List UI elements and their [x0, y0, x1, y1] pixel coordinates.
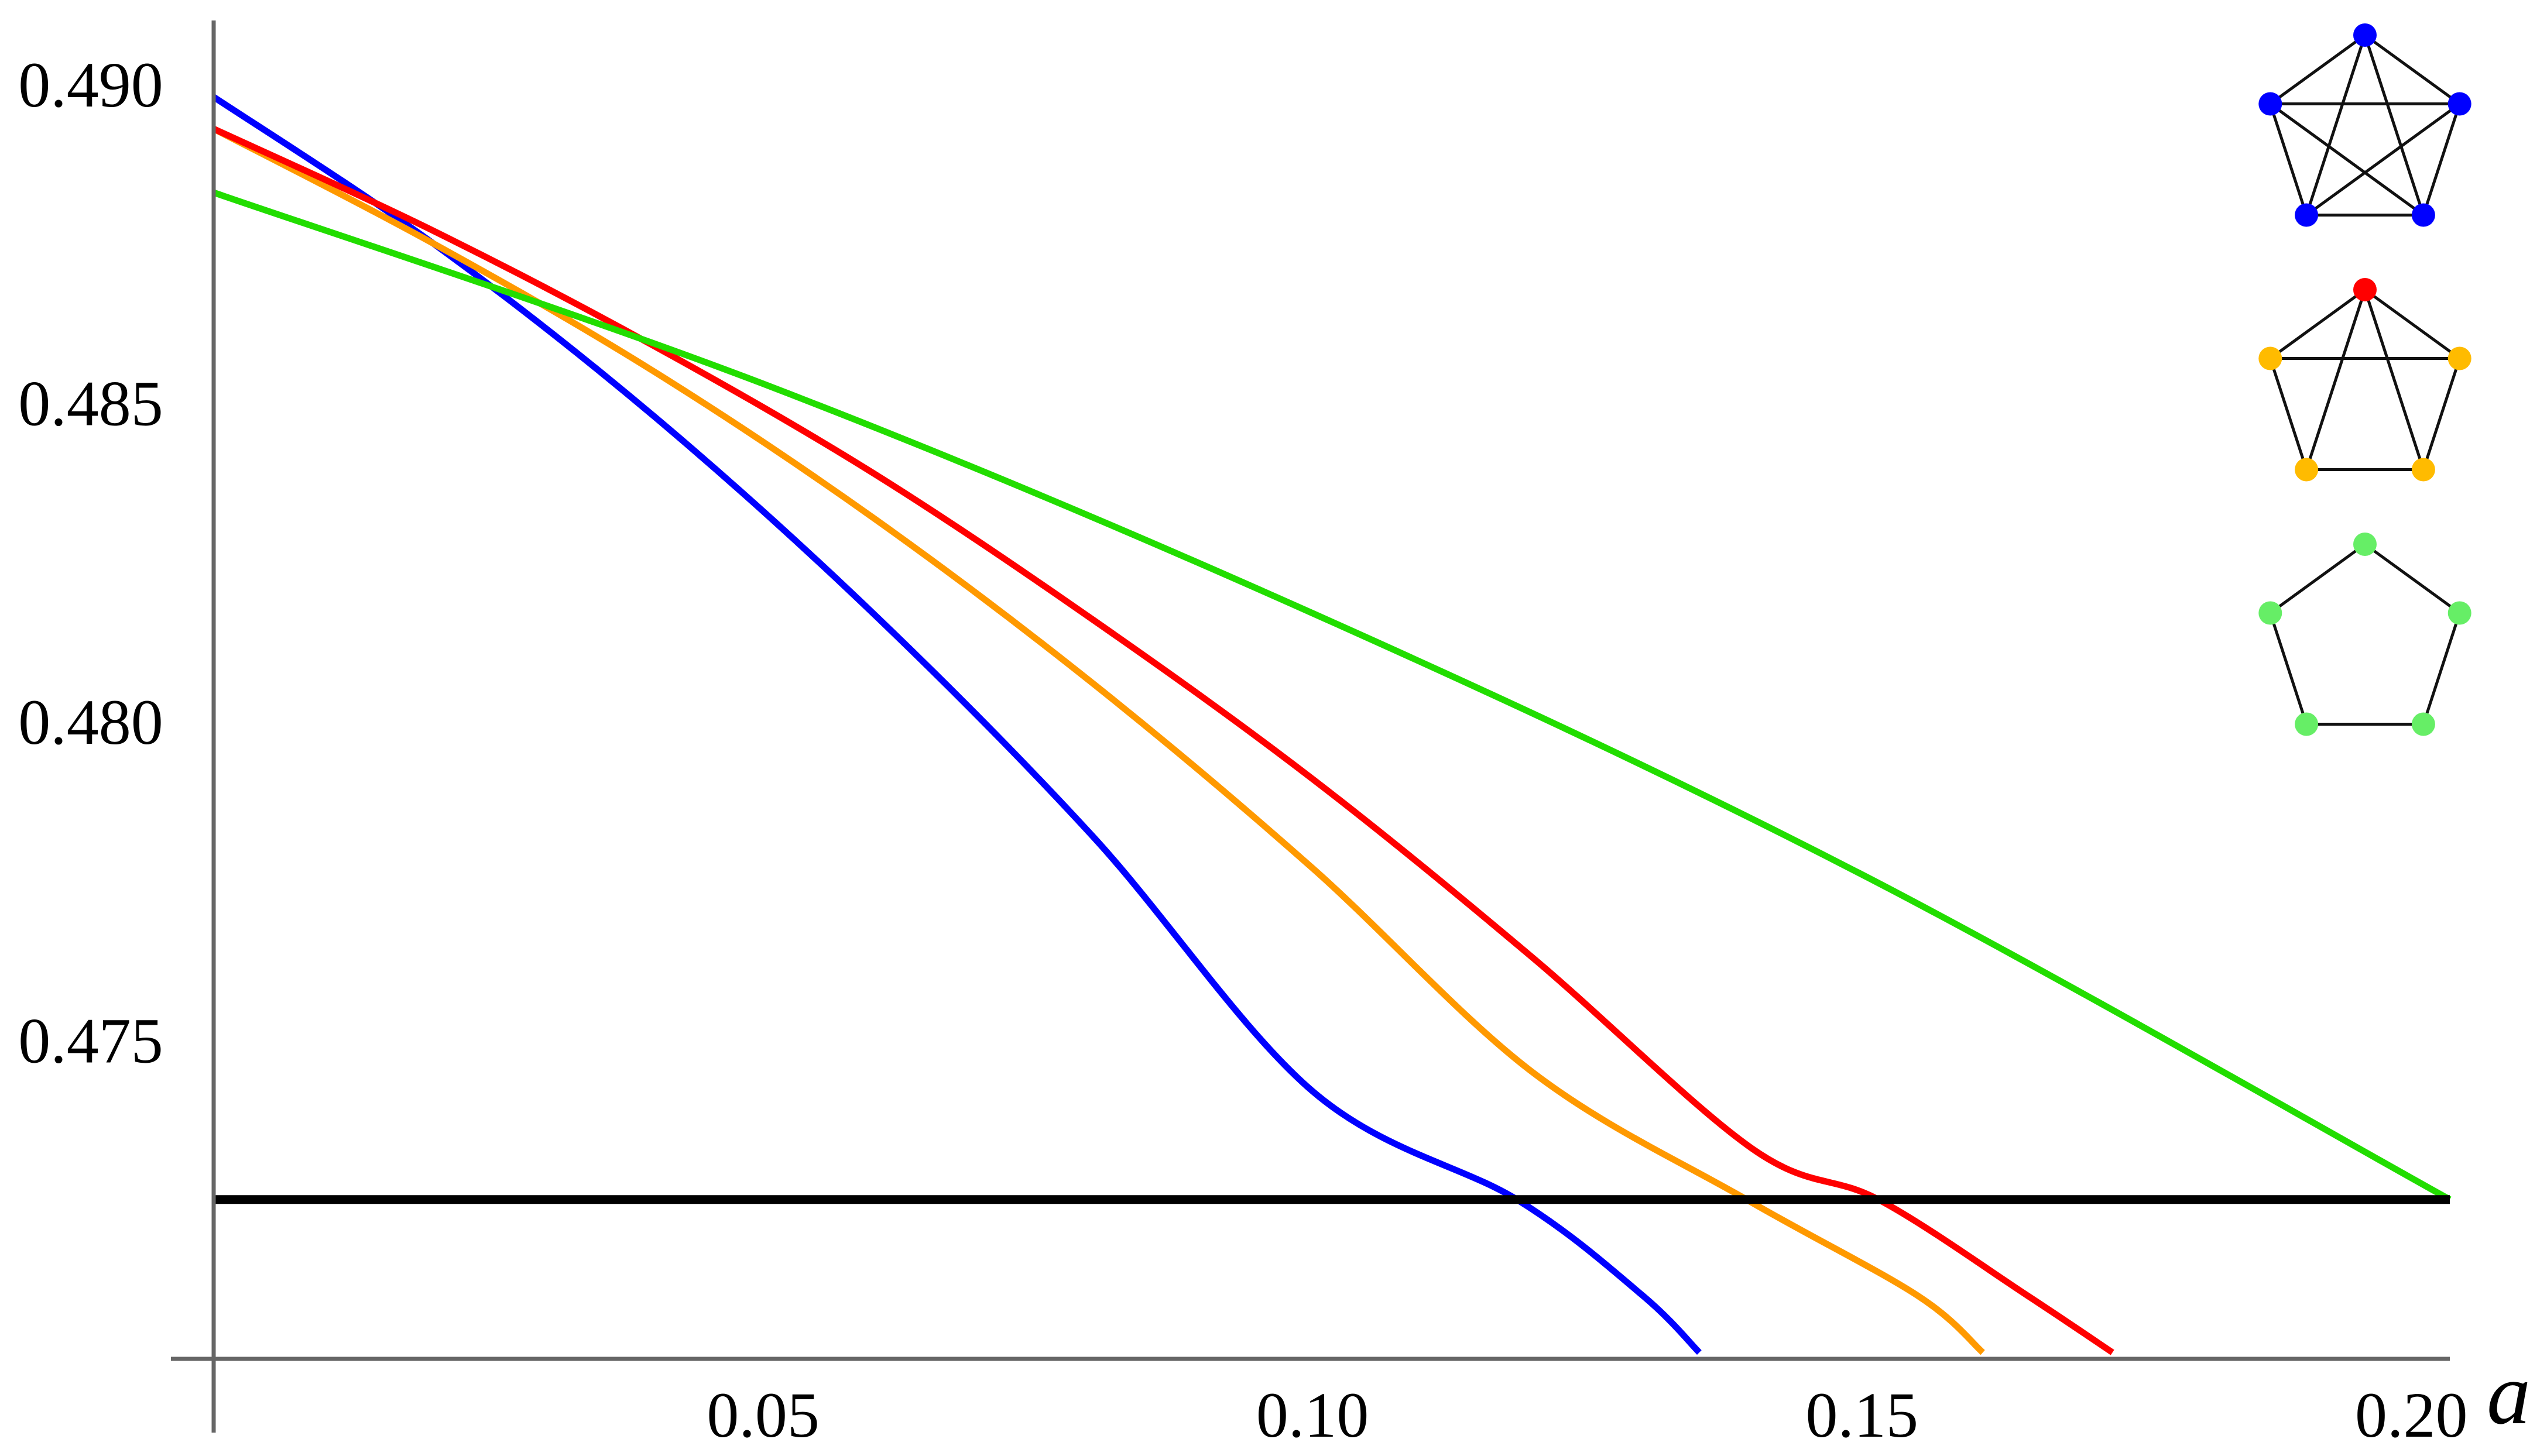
legend-graph-edge [2363, 35, 2425, 216]
legend-graph-complete-K5 [2258, 23, 2471, 227]
legend-graph-edge [2364, 33, 2461, 105]
x-axis-label: a [2487, 1345, 2531, 1443]
x-tick-label: 0.20 [2355, 1379, 2468, 1451]
x-tick-labels: 0.05 0.10 0.15 0.20 [707, 1379, 2467, 1451]
x-tick-label: 0.15 [1805, 1379, 1918, 1451]
legend-graph-vertex [2295, 458, 2319, 482]
plot-area [211, 94, 2452, 1355]
legend-graph-edge [2422, 103, 2462, 216]
x-tick-label: 0.05 [707, 1379, 820, 1451]
legend-graph-edge [2422, 358, 2462, 471]
y-tick-labels: 0.490 0.485 0.480 0.475 [18, 49, 163, 1077]
legend-graph-edge [2363, 289, 2425, 471]
legend-graph-edge [2305, 35, 2367, 216]
legend-graph-vertex [2295, 203, 2319, 227]
legend [2258, 23, 2471, 736]
legend-graph-edge [2269, 542, 2366, 614]
legend-graph-vertex [2447, 601, 2471, 625]
legend-graph-edge [2268, 612, 2308, 725]
legend-graph-edge [2422, 612, 2462, 725]
axes [171, 20, 2450, 1433]
legend-graph-edge [2305, 289, 2367, 471]
y-tick-label: 0.490 [18, 49, 163, 121]
y-tick-label: 0.480 [18, 686, 163, 758]
legend-graph-edge [2364, 542, 2461, 614]
legend-graph-vertex [2353, 533, 2377, 556]
legend-graph-vertex [2258, 346, 2282, 370]
legend-graph-edge [2269, 33, 2366, 105]
legend-graph-cycle-C5 [2258, 533, 2471, 736]
legend-graph-edge [2268, 358, 2308, 471]
y-tick-label: 0.475 [18, 1005, 163, 1076]
legend-graph-vertex [2353, 23, 2377, 47]
series-line-1 [212, 126, 1985, 1355]
legend-graph-edge [2269, 288, 2366, 360]
legend-graph-edge [2305, 102, 2461, 217]
legend-graph-vertex [2411, 203, 2435, 227]
legend-graph-vertex [2447, 92, 2471, 116]
legend-graph-vertex [2258, 601, 2282, 625]
y-tick-label: 0.485 [18, 368, 163, 439]
legend-graph-vertex [2258, 92, 2282, 116]
legend-graph-vertex [2353, 278, 2377, 301]
legend-graph-vertex [2411, 458, 2435, 482]
legend-graph-edge [2268, 103, 2308, 216]
series-line-0 [211, 94, 1702, 1355]
legend-graph-edge [2364, 288, 2461, 360]
legend-graph-vertex [2295, 712, 2319, 736]
series-layer [211, 94, 2452, 1355]
x-tick-label: 0.10 [1256, 1379, 1369, 1451]
legend-graph-vertex [2411, 712, 2435, 736]
legend-graph-K5-minus-one-edge [2258, 278, 2471, 482]
legend-graph-edge [2269, 102, 2425, 217]
series-line-3 [212, 189, 2452, 1203]
legend-graph-vertex [2447, 346, 2471, 370]
